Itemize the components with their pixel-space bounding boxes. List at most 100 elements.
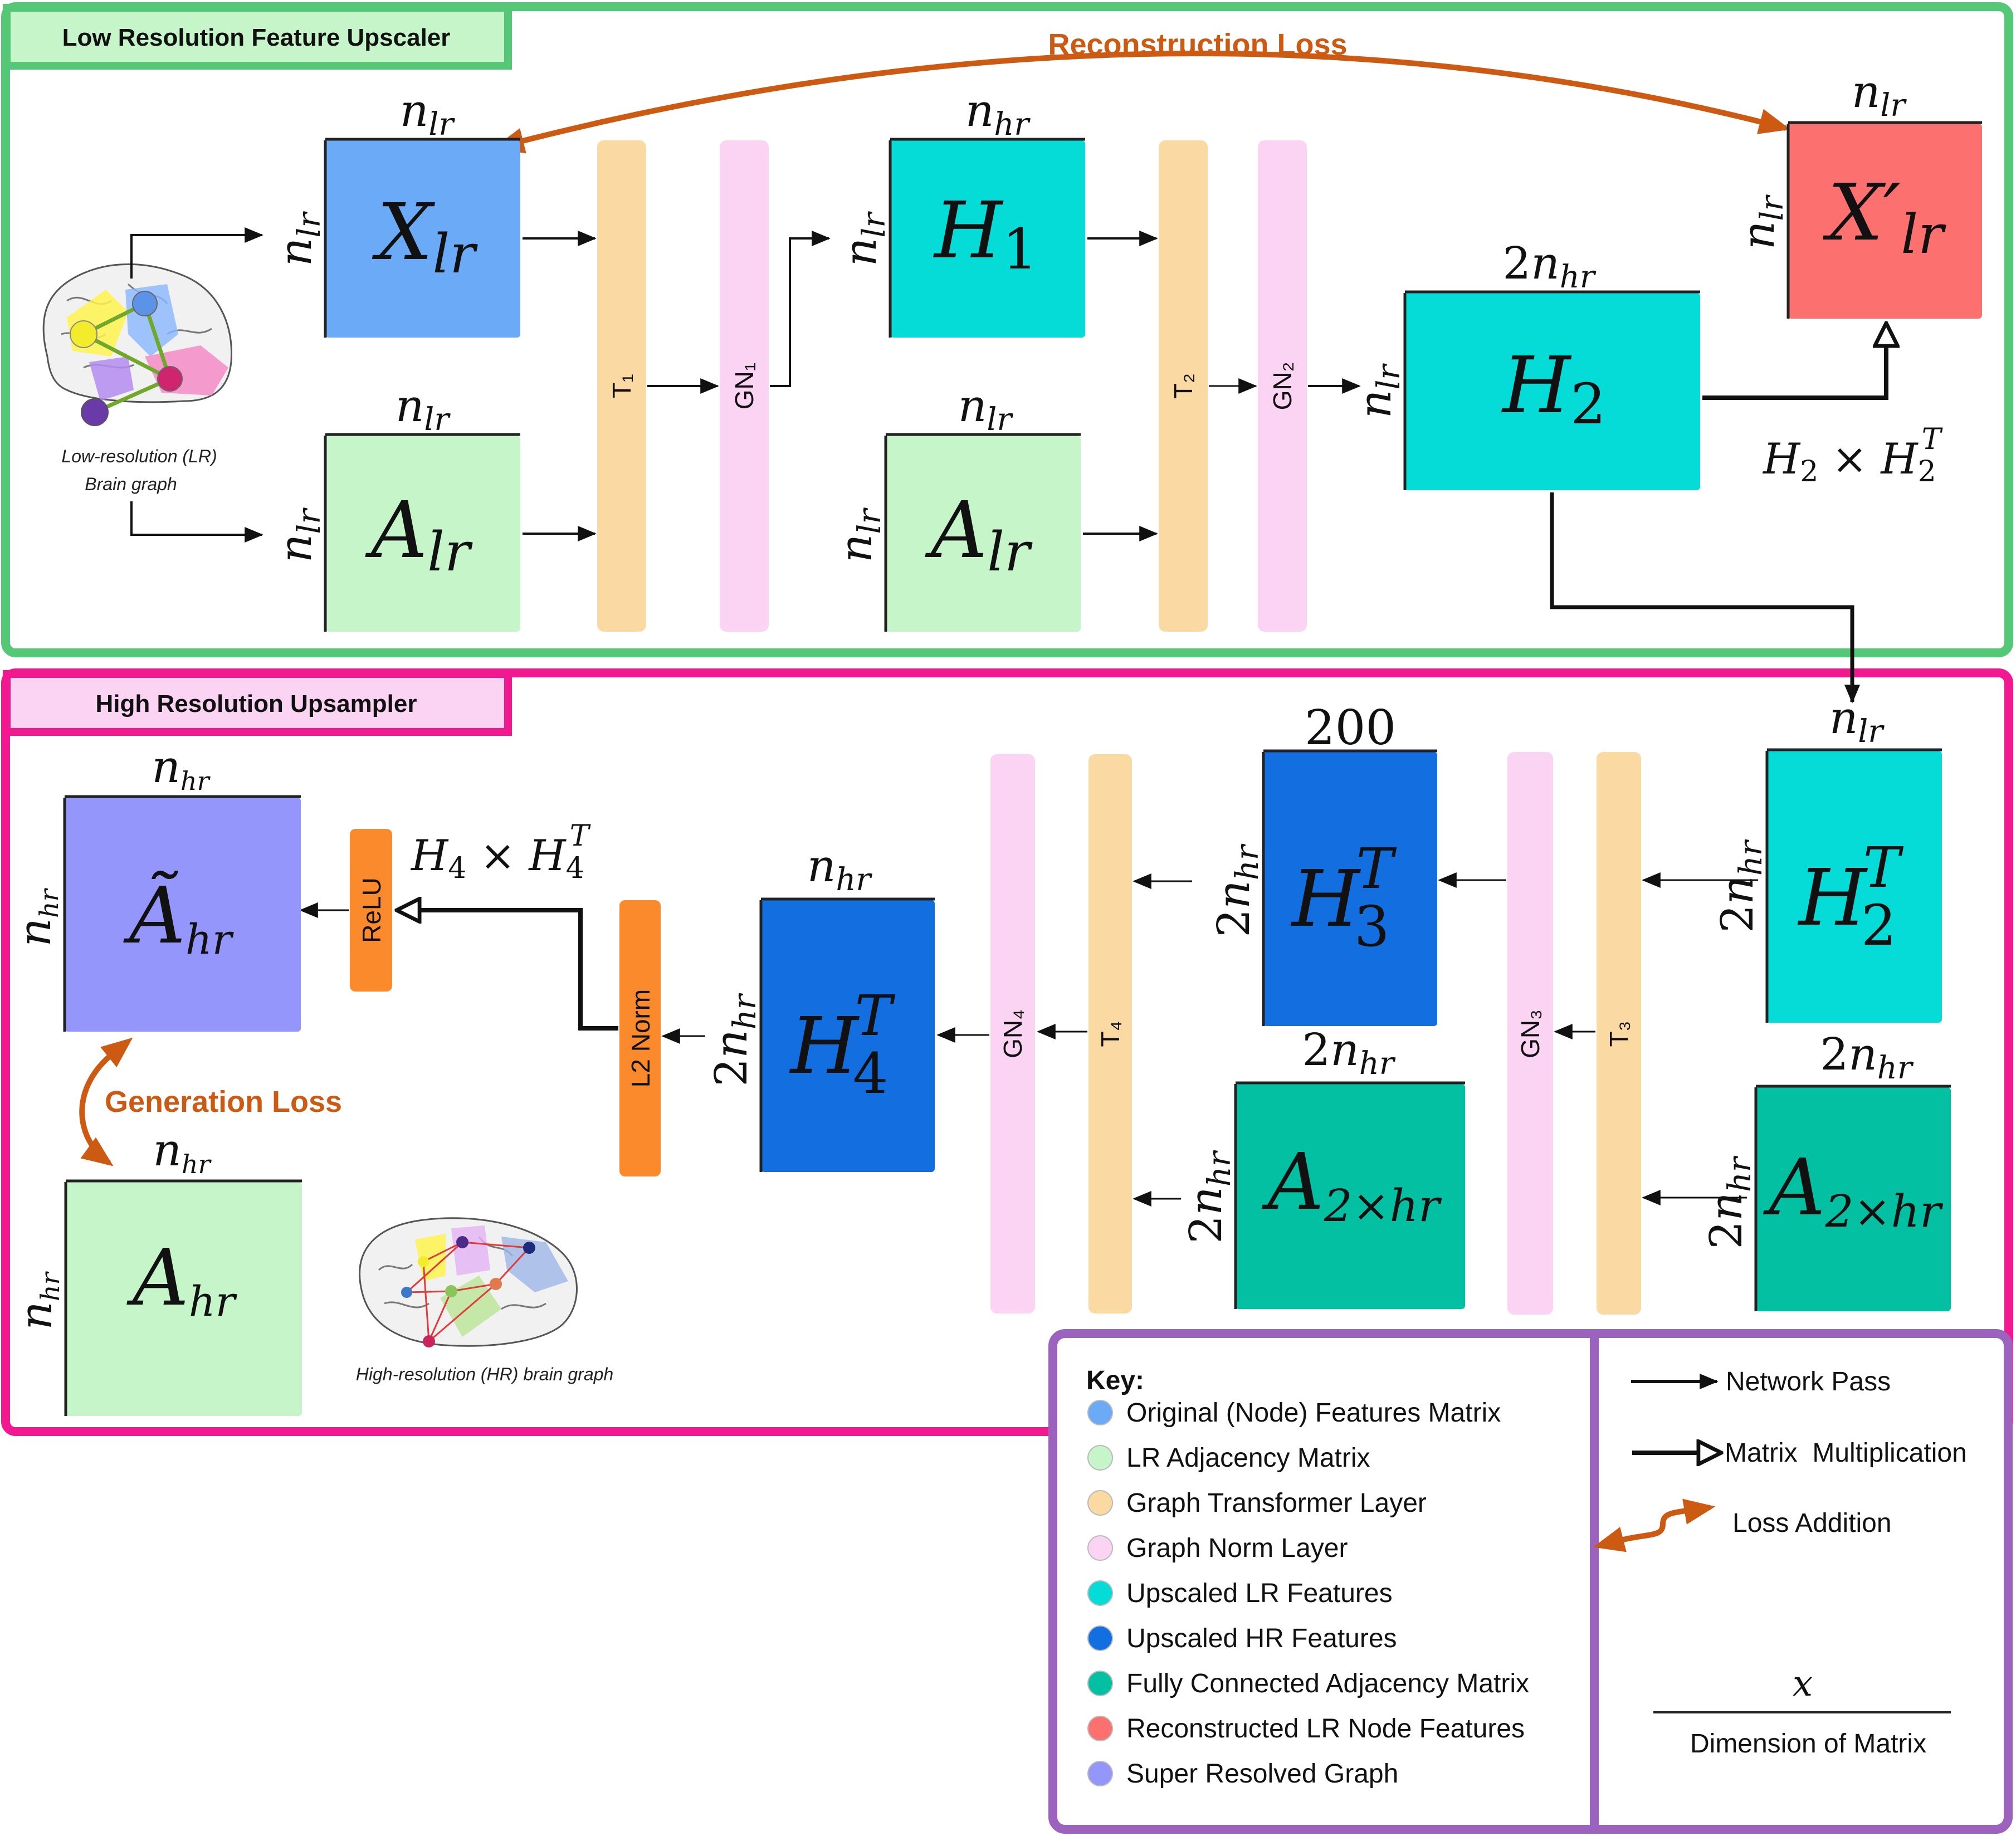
h2t-top-dim: nlr xyxy=(1829,692,1885,750)
generation-loss-label: Generation Loss xyxy=(105,1085,342,1119)
layer-gn3-label: GN₃ xyxy=(1516,1009,1545,1058)
layer-t4 xyxy=(1088,754,1132,1313)
key-swatch-2 xyxy=(1087,1490,1113,1516)
layer-l2norm xyxy=(619,900,661,1176)
key-dim-symbol: x xyxy=(1793,1663,1813,1705)
layer-gn1 xyxy=(720,140,769,632)
matrix-a-tilde-hr xyxy=(65,798,301,1032)
key-dim-caption: Dimension of Matrix xyxy=(1690,1729,1926,1759)
layer-relu xyxy=(350,829,392,992)
h2t-label: H2T xyxy=(1797,835,1904,958)
key-loss-addition-label: Loss Addition xyxy=(1732,1508,1892,1538)
h4t-top-dim: nhr xyxy=(807,840,873,898)
key-swatch-5 xyxy=(1087,1625,1113,1651)
layer-t2-label: T₂ xyxy=(1169,373,1198,399)
brain-to-alr-arrow xyxy=(130,501,263,543)
key-title: Key: xyxy=(1086,1366,1144,1395)
ahr-top-dim: nhr xyxy=(153,1124,212,1179)
matrix-a-lr-2 xyxy=(886,436,1081,632)
ahr-side-dim: nhr xyxy=(10,1271,65,1330)
h3t-side-dim: 2nhr xyxy=(1208,843,1266,937)
layer-t3-label: T₃ xyxy=(1604,1021,1633,1047)
key-network-pass-label: Network Pass xyxy=(1726,1367,1891,1396)
low-res-section-frame xyxy=(1,2,2013,657)
layer-t1 xyxy=(597,140,646,632)
low-res-title-box xyxy=(3,4,512,70)
layer-gn3 xyxy=(1507,752,1553,1315)
x-prime-lr-top-dim: nlr xyxy=(1852,66,1907,124)
h4t-side-dim: 2nhr xyxy=(705,993,763,1087)
a-lr-1-label: Alr xyxy=(365,485,473,583)
key-swatch-4 xyxy=(1087,1580,1113,1606)
layer-gn2 xyxy=(1258,140,1307,632)
key-item-label-5: Upscaled HR Features xyxy=(1126,1624,1397,1653)
layer-t2 xyxy=(1159,140,1208,632)
layer-t3 xyxy=(1597,752,1641,1315)
reconstruction-loss-arc xyxy=(492,51,1791,154)
key-swatch-8 xyxy=(1087,1761,1113,1786)
h1-top-dim: nhr xyxy=(965,85,1031,143)
matrix-h1 xyxy=(890,140,1085,338)
layer-gn1-label: GN₁ xyxy=(730,363,759,410)
x-lr-side-dim: nlr xyxy=(270,211,328,266)
hr-brain-graph-image: High-resolution (HR) brain graph xyxy=(356,1217,613,1384)
atilde-side-dim: nhr xyxy=(9,887,64,946)
gn1-to-h1-arrow xyxy=(770,231,831,387)
matrix-a-hr xyxy=(66,1182,302,1416)
h1-side-dim: nlr xyxy=(834,211,892,266)
l2norm-to-relu-mult-arrow xyxy=(397,910,618,1031)
h4t-label: H4T xyxy=(789,983,896,1106)
brain-to-xlr-arrow xyxy=(130,227,263,279)
h2-product-label: H2 × H2T xyxy=(1762,423,1943,489)
a-lr-1-side-dim: nlr xyxy=(270,507,328,563)
matrix-a-2xhr-middle xyxy=(1236,1084,1465,1309)
atilde-top-dim: nhr xyxy=(152,741,211,796)
key-swatch-1 xyxy=(1087,1445,1113,1471)
matrix-a-2xhr-right xyxy=(1756,1087,1951,1311)
x-lr-top-dim: nlr xyxy=(400,85,455,143)
a2xhr-middle-top-dim: 2nhr xyxy=(1302,1024,1396,1082)
high-res-title: High Resolution Upsampler xyxy=(96,690,417,717)
low-res-title: Low Resolution Feature Upscaler xyxy=(62,24,451,51)
matrix-h3-transpose xyxy=(1263,752,1437,1026)
lr-brain-caption-line2: Brain graph xyxy=(85,474,177,494)
layer-relu-label: ReLU xyxy=(357,877,386,943)
hr-brain-caption: High-resolution (HR) brain graph xyxy=(356,1364,613,1384)
h2t-side-dim: 2nhr xyxy=(1711,839,1769,933)
matrix-h2-transpose xyxy=(1767,751,1942,1023)
matrix-x-lr xyxy=(325,140,520,338)
key-swatch-7 xyxy=(1087,1716,1113,1741)
h2-side-dim: nlr xyxy=(1349,363,1407,418)
key-matrix-mult-label: Matrix Multiplication xyxy=(1725,1438,1967,1468)
reconstruction-loss-label: Reconstruction Loss xyxy=(1048,28,1347,61)
key-item-label-2: Graph Transformer Layer xyxy=(1126,1488,1427,1518)
layer-gn4-label: GN₄ xyxy=(998,1009,1027,1058)
layer-l2norm-label: L2 Norm xyxy=(626,989,655,1087)
layer-gn2-label: GN₂ xyxy=(1268,362,1297,411)
a-lr-2-top-dim: nlr xyxy=(958,380,1013,438)
lr-brain-graph-image: Low-resolution (LR) Brain graph xyxy=(42,263,233,494)
key-swatch-0 xyxy=(1087,1400,1113,1425)
layer-t4-label: T₄ xyxy=(1096,1021,1125,1047)
matrix-x-prime-lr xyxy=(1788,124,1982,319)
a2xhr-right-side-dim: 2nhr xyxy=(1700,1155,1758,1249)
key-frame xyxy=(1048,1329,2013,1834)
matrix-a-lr-1 xyxy=(325,436,520,632)
layer-gn4 xyxy=(990,754,1035,1313)
h2-to-x-prime-mult-arrow xyxy=(1702,323,1886,400)
x-lr-label: Xlr xyxy=(372,187,478,285)
key-loss-addition-arrow xyxy=(1593,1498,1716,1552)
a-lr-1-top-dim: nlr xyxy=(396,380,451,438)
h3t-label: H3T xyxy=(1290,836,1397,959)
key-item-label-1: LR Adjacency Matrix xyxy=(1126,1443,1370,1473)
layer-t1-label: T₁ xyxy=(607,374,636,398)
h2-to-h2t-arrow xyxy=(1550,492,1860,704)
key-items: Original (Node) Features Matrix LR Adjace… xyxy=(1087,1398,1529,1789)
key-swatch-3 xyxy=(1087,1535,1113,1561)
h3t-top-dim: 200 xyxy=(1305,700,1396,756)
h4-product-label: H4 × H4T xyxy=(410,819,591,885)
x-prime-lr-side-dim: nlr xyxy=(1732,194,1790,250)
key-item-label-8: Super Resolved Graph xyxy=(1126,1759,1398,1789)
